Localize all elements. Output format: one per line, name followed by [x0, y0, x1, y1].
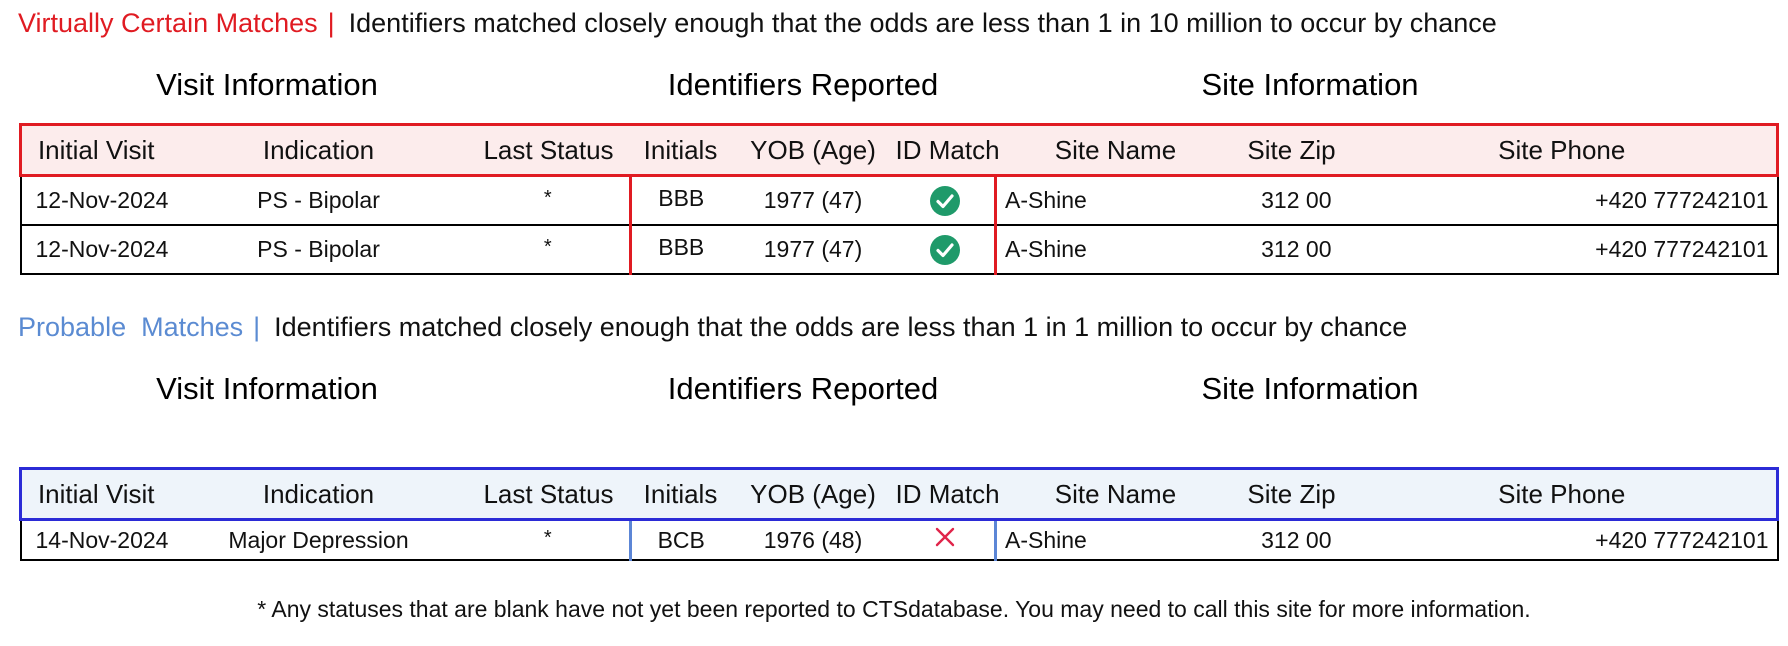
x-icon — [933, 525, 957, 555]
site-zip-cell: 312 00 — [1235, 225, 1348, 275]
initials-cell: BBB — [629, 225, 731, 275]
table-header-row: Initial Visit Indication Last Status Ini… — [19, 467, 1779, 521]
group-identifiers-reported: Identifiers Reported — [667, 67, 939, 102]
indication-cell: PS - Bipolar — [170, 225, 467, 275]
site-phone-cell[interactable]: +420 777242101 — [1347, 225, 1779, 275]
probable-heading: Probable Matches | Identifiers matched clo… — [18, 312, 1407, 343]
status-asterisk: * — [543, 236, 552, 258]
check-icon — [929, 234, 960, 265]
group-site-information: Site Information — [1201, 67, 1419, 102]
table-row[interactable]: 14-Nov-2024 Major Depression * BCB 1976 … — [19, 519, 1779, 561]
id-match-cell — [895, 519, 997, 561]
initial-visit-cell: 14-Nov-2024 — [19, 519, 171, 561]
group-visit-information: Visit Information — [156, 67, 378, 102]
probable-description: Identifiers matched closely enough that … — [274, 312, 1408, 342]
initials-value: BBB — [658, 185, 705, 211]
col-initials[interactable]: Initials — [630, 123, 731, 177]
check-icon — [929, 185, 960, 216]
initials-cell: BCB — [629, 519, 731, 561]
status-asterisk: * — [543, 187, 552, 209]
yob-age-cell: 1977 (47) — [730, 225, 896, 275]
col-site-zip[interactable]: Site Zip — [1235, 467, 1348, 521]
initial-visit-cell: 12-Nov-2024 — [19, 225, 171, 275]
col-last-status[interactable]: Last Status — [466, 123, 631, 177]
col-indication[interactable]: Indication — [170, 123, 467, 177]
col-initial-visit[interactable]: Initial Visit — [19, 123, 171, 177]
table-row[interactable]: 12-Nov-2024 PS - Bipolar * BBB 1977 (47)… — [19, 225, 1779, 275]
initials-value: BBB — [658, 234, 705, 260]
heading-separator: | — [253, 312, 261, 342]
col-initial-visit[interactable]: Initial Visit — [19, 467, 171, 521]
virtually-certain-label: Virtually Certain Matches — [18, 8, 318, 38]
yob-age-cell: 1976 (48) — [730, 519, 896, 561]
col-site-name[interactable]: Site Name — [995, 123, 1236, 177]
probable-table: Initial Visit Indication Last Status Ini… — [19, 467, 1779, 561]
col-site-name[interactable]: Site Name — [995, 467, 1236, 521]
site-phone-cell[interactable]: +420 777242101 — [1347, 175, 1779, 226]
table-row[interactable]: 12-Nov-2024 PS - Bipolar * BBB 1977 (47)… — [19, 175, 1779, 226]
last-status-cell: * — [466, 175, 631, 226]
group-site-information: Site Information — [1201, 371, 1419, 406]
col-site-phone[interactable]: Site Phone — [1347, 123, 1779, 177]
site-name-cell: A-Shine — [995, 519, 1236, 561]
status-asterisk: * — [543, 526, 552, 549]
last-status-cell: * — [466, 519, 631, 561]
table-header-row: Initial Visit Indication Last Status Ini… — [19, 123, 1779, 177]
virtually-certain-table: Initial Visit Indication Last Status Ini… — [19, 123, 1779, 275]
site-phone-cell[interactable]: +420 777242101 — [1347, 519, 1779, 561]
initial-visit-cell: 12-Nov-2024 — [19, 175, 171, 226]
site-name-cell: A-Shine — [995, 175, 1236, 226]
status-footnote: * Any statuses that are blank have not y… — [257, 596, 1531, 622]
group-visit-information: Visit Information — [156, 371, 378, 406]
col-indication[interactable]: Indication — [170, 467, 467, 521]
initials-cell: BBB — [629, 175, 731, 226]
heading-separator: | — [327, 8, 335, 38]
yob-age-cell: 1977 (47) — [730, 175, 896, 226]
group-identifiers-reported: Identifiers Reported — [667, 371, 939, 406]
site-name-cell: A-Shine — [995, 225, 1236, 275]
probable-label: Probable Matches — [18, 312, 244, 342]
col-last-status[interactable]: Last Status — [466, 467, 631, 521]
indication-cell: PS - Bipolar — [170, 175, 467, 226]
virtually-certain-heading: Virtually Certain Matches | Identifiers ma… — [18, 8, 1497, 39]
col-initials[interactable]: Initials — [630, 467, 731, 521]
virtually-certain-description: Identifiers matched closely enough that … — [348, 8, 1497, 38]
site-zip-cell: 312 00 — [1235, 519, 1348, 561]
col-yob-age[interactable]: YOB (Age) — [730, 123, 896, 177]
id-match-cell — [895, 225, 997, 275]
id-match-cell — [895, 175, 997, 226]
col-id-match[interactable]: ID Match — [895, 123, 1000, 177]
col-site-zip[interactable]: Site Zip — [1235, 123, 1348, 177]
col-id-match[interactable]: ID Match — [895, 467, 1000, 521]
last-status-cell: * — [466, 225, 631, 275]
col-site-phone[interactable]: Site Phone — [1347, 467, 1779, 521]
site-zip-cell: 312 00 — [1235, 175, 1348, 226]
col-yob-age[interactable]: YOB (Age) — [730, 467, 896, 521]
indication-cell: Major Depression — [170, 519, 467, 561]
